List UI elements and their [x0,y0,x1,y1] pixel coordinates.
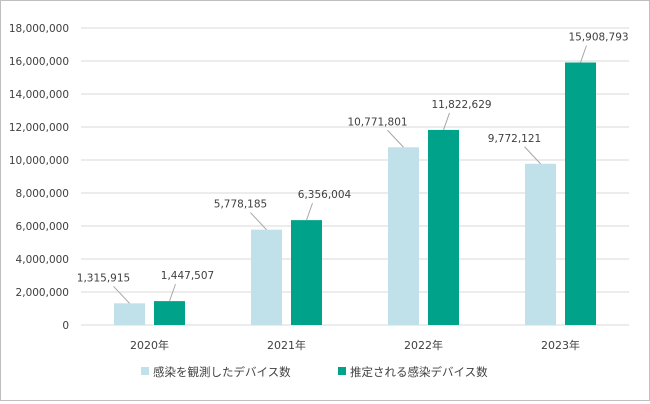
y-tick-label: 16,000,000 [9,56,69,68]
bar-observed [114,303,145,325]
bar-estimated [428,129,459,325]
x-axis: 2020年 2021年 2022年 2023年 [130,338,580,352]
y-axis: 0 2,000,000 4,000,000 6,000,000 8,000,000 10,… [9,23,69,332]
y-tick-label: 6,000,000 [16,221,69,233]
y-tick-label: 8,000,000 [16,188,69,200]
data-labels: 1,315,915 1,447,507 5,778,185 6,356,004 10,7… [77,32,629,304]
legend-swatch-observed [141,367,149,375]
leader-line [250,212,267,231]
legend-label-estimated: 推定される感染デバイス数 [350,365,488,379]
data-label: 5,778,185 [214,199,267,211]
data-label: 1,315,915 [77,272,130,284]
y-tick-label: 0 [62,320,69,332]
x-category-label: 2020年 [130,338,169,352]
leader-line [387,129,404,148]
x-category-label: 2023年 [541,338,580,352]
data-label: 1,447,507 [161,270,214,282]
bar-estimated [291,220,322,325]
leader-line [580,45,587,63]
data-label: 15,908,793 [568,32,628,44]
data-label: 10,771,801 [347,116,407,128]
y-tick-label: 18,000,000 [9,23,69,35]
x-category-label: 2022年 [404,338,443,352]
bar-estimated [565,62,596,326]
leader-line [113,285,130,304]
y-tick-label: 2,000,000 [16,287,69,299]
leader-line [306,202,313,221]
legend-swatch-estimated [338,367,346,375]
data-label: 9,772,121 [488,133,541,145]
bars [114,62,596,326]
legend: 感染を観測したデバイス数 推定される感染デバイス数 [141,365,488,379]
data-label: 11,822,629 [431,99,491,111]
bar-observed [251,229,282,325]
bar-observed [525,163,556,325]
y-tick-label: 12,000,000 [9,122,69,134]
leader-line [169,283,176,302]
data-label: 6,356,004 [298,189,352,201]
legend-label-observed: 感染を観測したデバイス数 [153,365,291,379]
bar-estimated [154,301,185,325]
y-tick-label: 14,000,000 [9,89,69,101]
bar-observed [388,147,419,325]
y-tick-label: 4,000,000 [16,254,69,266]
y-tick-label: 10,000,000 [9,155,69,167]
x-category-label: 2021年 [267,338,306,352]
leader-line [443,112,450,131]
leader-line [524,146,541,165]
